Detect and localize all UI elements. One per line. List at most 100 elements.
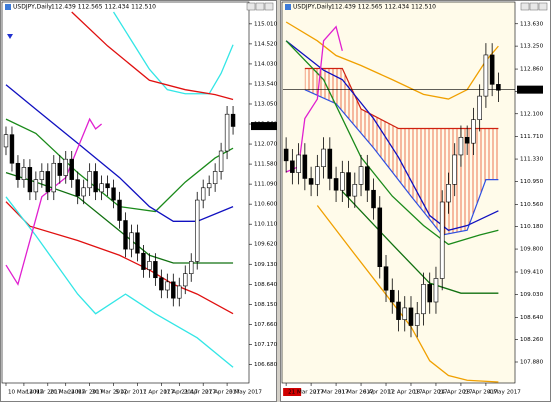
candle-body [446, 184, 451, 203]
candle-body [75, 179, 80, 197]
y-tick-label: 113.630 [520, 21, 544, 27]
candle-body [290, 160, 295, 173]
y-tick-label: 113.250 [520, 44, 544, 50]
window-icon [285, 4, 291, 10]
candle-body [171, 281, 176, 299]
chart-window: USDJPY,Daily 112.439 112.565 112.434 112.… [280, 0, 551, 402]
y-tick-label: 113.540 [254, 81, 278, 87]
candle-body [224, 113, 230, 152]
candle-body [212, 171, 218, 185]
y-tick-label: 109.620 [254, 242, 278, 248]
x-tick-label: 24 Apr 2017 [438, 390, 473, 396]
indicator-line [285, 40, 499, 246]
candle-body [346, 172, 351, 197]
x-tick-label: 28 Apr 2017 [463, 390, 498, 396]
x-tick-label: 30 Mar 2017 [92, 390, 128, 396]
candle-body [33, 179, 39, 193]
y-tick-label: 107.880 [520, 360, 544, 366]
y-tick-label: 110.110 [254, 222, 278, 228]
x-tick-label: 27 Mar 2017 [313, 390, 349, 396]
candle-body [165, 281, 170, 291]
x-tick-label: 31 Mar 2017 [338, 390, 374, 396]
candle-body [414, 313, 420, 326]
candle-body [141, 252, 146, 270]
cloud-edge [304, 89, 499, 236]
candle-body [315, 166, 320, 185]
plot-area [283, 21, 515, 383]
y-tick-label: 109.130 [254, 262, 278, 268]
window-button[interactable] [255, 2, 265, 11]
y-tick-label: 108.640 [254, 282, 278, 288]
y-tick-label: 107.170 [254, 342, 278, 348]
candle-body [377, 207, 383, 268]
candle-body [45, 171, 51, 193]
y-tick-label: 108.640 [520, 315, 544, 321]
candle-body [39, 171, 45, 180]
x-tick-label: 6 Apr 2017 [363, 390, 394, 396]
candle-body [105, 183, 110, 189]
y-tick-label: 110.560 [520, 202, 544, 208]
candle-body [352, 184, 358, 197]
y-tick-label: 109.800 [520, 247, 544, 253]
x-tick-label: 24 Mar 2017 [68, 390, 104, 396]
candle-body [57, 162, 62, 176]
indicator-line [5, 118, 234, 213]
candle-body [153, 261, 158, 279]
window-button[interactable] [520, 2, 530, 11]
x-tick-label: 3 May 2017 [229, 390, 262, 396]
candle-body [99, 183, 104, 193]
candle-body [27, 167, 33, 193]
y-tick-label: 112.070 [254, 142, 278, 148]
y-tick-label: 111.580 [254, 162, 278, 168]
x-tick-label: 11 Apr 2017 [139, 390, 174, 396]
x-tick-label: 17 Apr 2017 [163, 390, 198, 396]
candle-body [296, 154, 301, 173]
x-tick-label: 20 Mar 2017 [50, 390, 86, 396]
candle-body [3, 134, 9, 148]
indicator-line [285, 21, 499, 100]
y-tick-label: 110.950 [520, 179, 544, 185]
candle-body [183, 273, 188, 287]
sell-marker [7, 34, 13, 39]
x-tick-label: 21 Apr 2017 [181, 390, 216, 396]
candle-body [218, 150, 224, 172]
candle-body [383, 266, 389, 291]
y-tick-label: 112.860 [520, 67, 544, 73]
candle-body [408, 307, 414, 326]
candle-body [321, 148, 326, 168]
window-button[interactable] [264, 2, 274, 11]
y-tick-label: 111.090 [254, 182, 278, 188]
candle-body [147, 261, 152, 270]
x-tick-label: 18 Apr 2017 [413, 390, 448, 396]
indicator-line [71, 11, 234, 101]
y-tick-label: 106.680 [254, 362, 278, 368]
y-tick-label: 108.150 [254, 302, 278, 308]
window-button[interactable] [529, 2, 539, 11]
x-tick-highlight [283, 388, 302, 396]
candle-body [389, 289, 395, 303]
candle-body [489, 54, 495, 85]
current-price-label: 112.510 [519, 87, 543, 93]
y-tick-label: 107.660 [254, 322, 278, 328]
x-tick-label: 10 Mar 2017 [8, 390, 44, 396]
y-tick-label: 115.010 [254, 21, 278, 27]
cloud-edge [304, 67, 499, 130]
quote: 112.439 112.565 112.434 112.510 [331, 4, 436, 11]
x-tick-label: 27 Apr 2017 [205, 390, 240, 396]
candle-body [81, 187, 86, 197]
candle-body [111, 187, 116, 201]
candle-body [135, 232, 140, 254]
y-tick-label: 114.030 [254, 61, 278, 67]
candle-body [464, 136, 470, 144]
candle-body [302, 154, 308, 179]
candle-body [87, 171, 92, 189]
candle-body [93, 171, 98, 193]
candle-body [117, 199, 122, 221]
window-button[interactable] [246, 2, 256, 11]
current-price-box [251, 122, 277, 131]
candle-body [15, 162, 21, 180]
window-button[interactable] [538, 2, 548, 11]
indicator-line [5, 84, 234, 222]
candle-body [371, 189, 376, 209]
